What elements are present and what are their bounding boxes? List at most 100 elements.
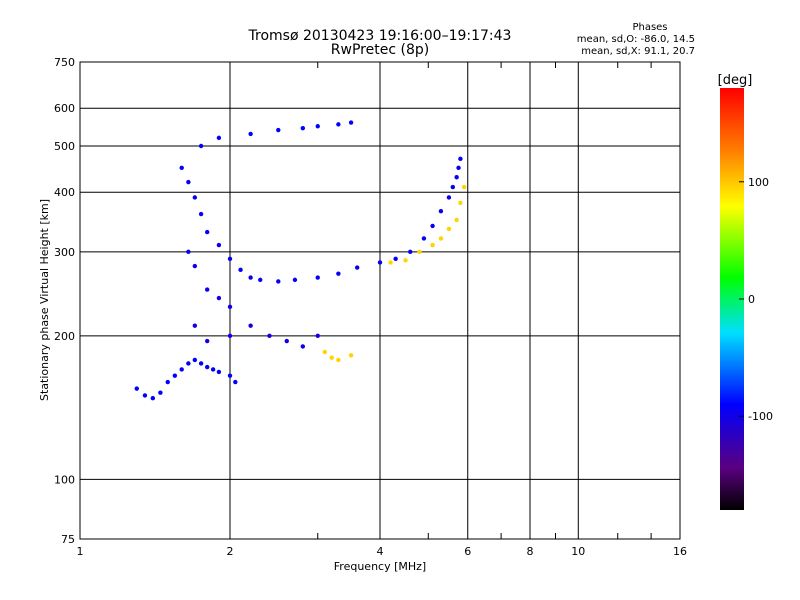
colorbar-tick-label: 0 [748,293,755,306]
data-point [336,122,341,127]
data-point [284,338,289,344]
data-point [210,367,216,372]
data-point [417,249,422,255]
data-point [300,125,306,131]
data-point [446,226,452,232]
x-axis-label: Frequency [MHz] [334,560,426,573]
y-tick-label: 750 [54,56,75,69]
y-tick-label: 300 [54,246,75,259]
data-point [267,333,272,339]
data-point [204,287,210,292]
data-point [408,249,413,255]
x-tick-label: 1 [77,545,84,558]
data-point [458,156,463,162]
data-point [348,353,354,358]
data-point [315,124,320,129]
data-point [454,217,459,223]
data-point [461,184,467,190]
data-point [198,143,204,149]
data-point [348,120,354,125]
x-tick-labels: 1 2 4 6 8 10 16 [77,545,688,558]
x-tick-label: 6 [464,545,471,558]
data-point [276,279,281,284]
data-point [172,373,178,378]
data-point [186,179,191,185]
plot-frame [79,61,681,540]
data-point [258,277,263,283]
data-point [248,131,253,137]
data-point [446,195,452,200]
data-point [204,229,210,235]
data-point [430,223,435,229]
data-point [393,256,398,262]
data-point [377,260,383,265]
data-point [403,258,408,263]
x-tick-label: 4 [377,545,384,558]
data-point [142,393,148,398]
data-point [276,127,281,133]
y-tick-labels: 75 100 200 300 400 500 600 750 [54,56,75,546]
data-point [158,390,163,395]
phase-note-heading: Phases [632,22,667,33]
data-point [450,184,456,190]
grid-lines [80,62,680,539]
colorbar-tick-label: 100 [748,176,769,189]
data-point [315,333,320,339]
data-point [227,373,233,378]
data-point [227,256,233,262]
data-point [179,165,184,171]
y-axis-label: Stationary phase Virtual Height [km] [38,199,51,401]
phase-note-x: mean, sd,X: 91.1, 20.7 [581,46,695,57]
data-point [292,277,298,283]
data-point [192,263,198,269]
data-point [336,271,341,276]
data-point [354,265,360,270]
data-point [438,208,444,214]
y-tick-label: 100 [54,473,75,486]
chart-subtitle: RwPretec (8p) [331,42,429,58]
data-point [430,242,435,248]
data-point [233,379,238,385]
data-point [198,361,204,366]
data-point [300,344,306,349]
y-tick-label: 200 [54,330,75,343]
y-tick-label: 75 [61,533,75,546]
data-point [198,211,204,217]
data-point [192,357,198,363]
data-point [216,242,222,248]
data-point [315,275,320,280]
data-point [186,361,191,366]
data-point [458,200,463,206]
data-point [204,364,210,370]
data-point [248,275,253,280]
colorbar-label: [deg] [718,73,753,88]
data-point [192,195,198,200]
data-point [150,395,156,401]
data-point [204,338,210,344]
phase-note-o: mean, sd,O: -86.0, 14.5 [577,34,695,45]
data-point [227,304,233,310]
data-point [179,367,184,372]
data-point [456,165,461,171]
data-point [227,333,233,339]
y-tick-label: 500 [54,140,75,153]
chart-title: Tromsø 20130423 19:16:00–19:17:43 [248,28,512,44]
data-point [248,323,253,328]
data-point [322,349,328,355]
data-point [216,369,222,375]
x-tick-label: 2 [227,545,234,558]
data-point [165,379,170,385]
x-tick-label: 16 [673,545,687,558]
data-point [454,175,459,180]
data-point [216,295,222,301]
data-point [134,386,139,391]
x-tick-label: 8 [527,545,534,558]
data-point [438,236,444,241]
data-point [216,135,222,141]
data-point [388,260,393,265]
data-points [134,120,467,401]
data-point [421,236,427,241]
data-point [192,323,198,328]
y-tick-label: 400 [54,186,75,199]
